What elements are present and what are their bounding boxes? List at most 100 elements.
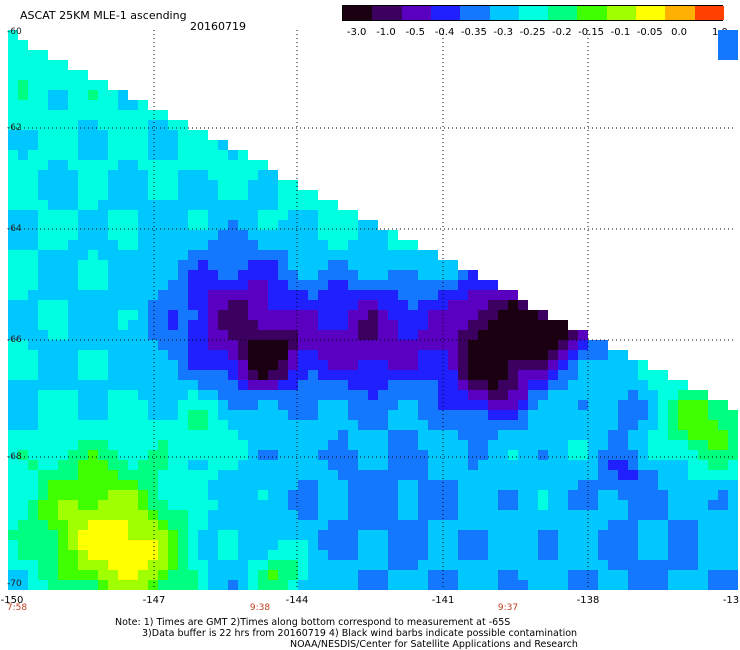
data-cell (488, 400, 498, 410)
data-cell (188, 160, 198, 170)
data-cell (528, 370, 538, 380)
data-cell (158, 410, 168, 420)
data-cell (118, 460, 128, 470)
data-cell (188, 570, 198, 580)
data-cell (128, 140, 138, 150)
data-cell (308, 500, 318, 510)
data-cell (78, 160, 88, 170)
data-cell (528, 450, 538, 460)
data-cell (708, 560, 718, 570)
data-cell (168, 330, 178, 340)
color-scale-tick-label: -0.1 (610, 27, 631, 38)
data-cell (518, 560, 528, 570)
data-cell (188, 450, 198, 460)
data-cell (428, 380, 438, 390)
data-cell (658, 520, 668, 530)
data-cell (418, 470, 428, 480)
color-scale-swatch (518, 6, 549, 20)
data-cell (188, 260, 198, 270)
data-cell (708, 480, 718, 490)
data-cell (248, 400, 258, 410)
data-cell (158, 150, 168, 160)
data-cell (558, 450, 568, 460)
data-cell (198, 440, 208, 450)
data-cell (78, 520, 88, 530)
data-cell (488, 530, 498, 540)
data-cell (58, 350, 68, 360)
data-cell (108, 460, 118, 470)
data-cell (208, 470, 218, 480)
data-cell (498, 520, 508, 530)
data-cell (508, 370, 518, 380)
data-cell (228, 280, 238, 290)
data-cell (348, 250, 358, 260)
data-cell (148, 560, 158, 570)
data-cell (328, 360, 338, 370)
data-cell (488, 450, 498, 460)
data-cell (198, 390, 208, 400)
data-cell (178, 480, 188, 490)
data-cell (278, 330, 288, 340)
data-cell (538, 550, 548, 560)
data-cell (698, 430, 708, 440)
data-cell (488, 510, 498, 520)
color-scale-swatch (489, 6, 520, 20)
data-cell (78, 220, 88, 230)
data-cell (558, 360, 568, 370)
data-cell (278, 210, 288, 220)
data-cell (308, 270, 318, 280)
data-cell (368, 220, 378, 230)
data-cell (338, 470, 348, 480)
data-cell (458, 350, 468, 360)
data-cell (628, 420, 638, 430)
color-scale-swatch (636, 6, 666, 20)
data-cell (88, 490, 98, 500)
data-cell (18, 470, 28, 480)
data-cell (88, 180, 98, 190)
data-cell (38, 210, 48, 220)
data-cell (68, 110, 78, 120)
data-cell (98, 540, 108, 550)
data-cell (88, 370, 98, 380)
data-cell (448, 320, 458, 330)
lon-label-144: -144 (285, 595, 309, 606)
data-cell (248, 580, 258, 590)
data-cell (68, 210, 78, 220)
data-cell (348, 490, 358, 500)
data-cell (378, 560, 388, 570)
data-cell (178, 580, 188, 590)
data-cell (458, 370, 468, 380)
data-cell (108, 100, 118, 110)
data-cell (228, 370, 238, 380)
data-cell (298, 320, 308, 330)
data-cell (238, 470, 248, 480)
data-cell (268, 480, 278, 490)
data-cell (258, 320, 268, 330)
data-cell (428, 250, 438, 260)
data-cell (28, 410, 38, 420)
data-cell (238, 500, 248, 510)
data-cell (558, 550, 568, 560)
data-cell (718, 510, 728, 520)
data-cell (88, 240, 98, 250)
data-cell (678, 510, 688, 520)
data-cell (8, 210, 18, 220)
data-cell (558, 580, 568, 590)
data-cell (528, 530, 538, 540)
data-cell (18, 290, 28, 300)
data-cell (48, 100, 58, 110)
data-cell (138, 180, 148, 190)
data-cell (258, 220, 268, 230)
data-cell (318, 580, 328, 590)
data-cell (288, 270, 298, 280)
data-cell (228, 200, 238, 210)
data-cell (208, 170, 218, 180)
data-cell (278, 500, 288, 510)
data-cell (698, 530, 708, 540)
data-cell (628, 410, 638, 420)
data-cell (248, 390, 258, 400)
data-cell (628, 400, 638, 410)
data-cell (518, 360, 528, 370)
data-cell (68, 440, 78, 450)
data-cell (358, 560, 368, 570)
